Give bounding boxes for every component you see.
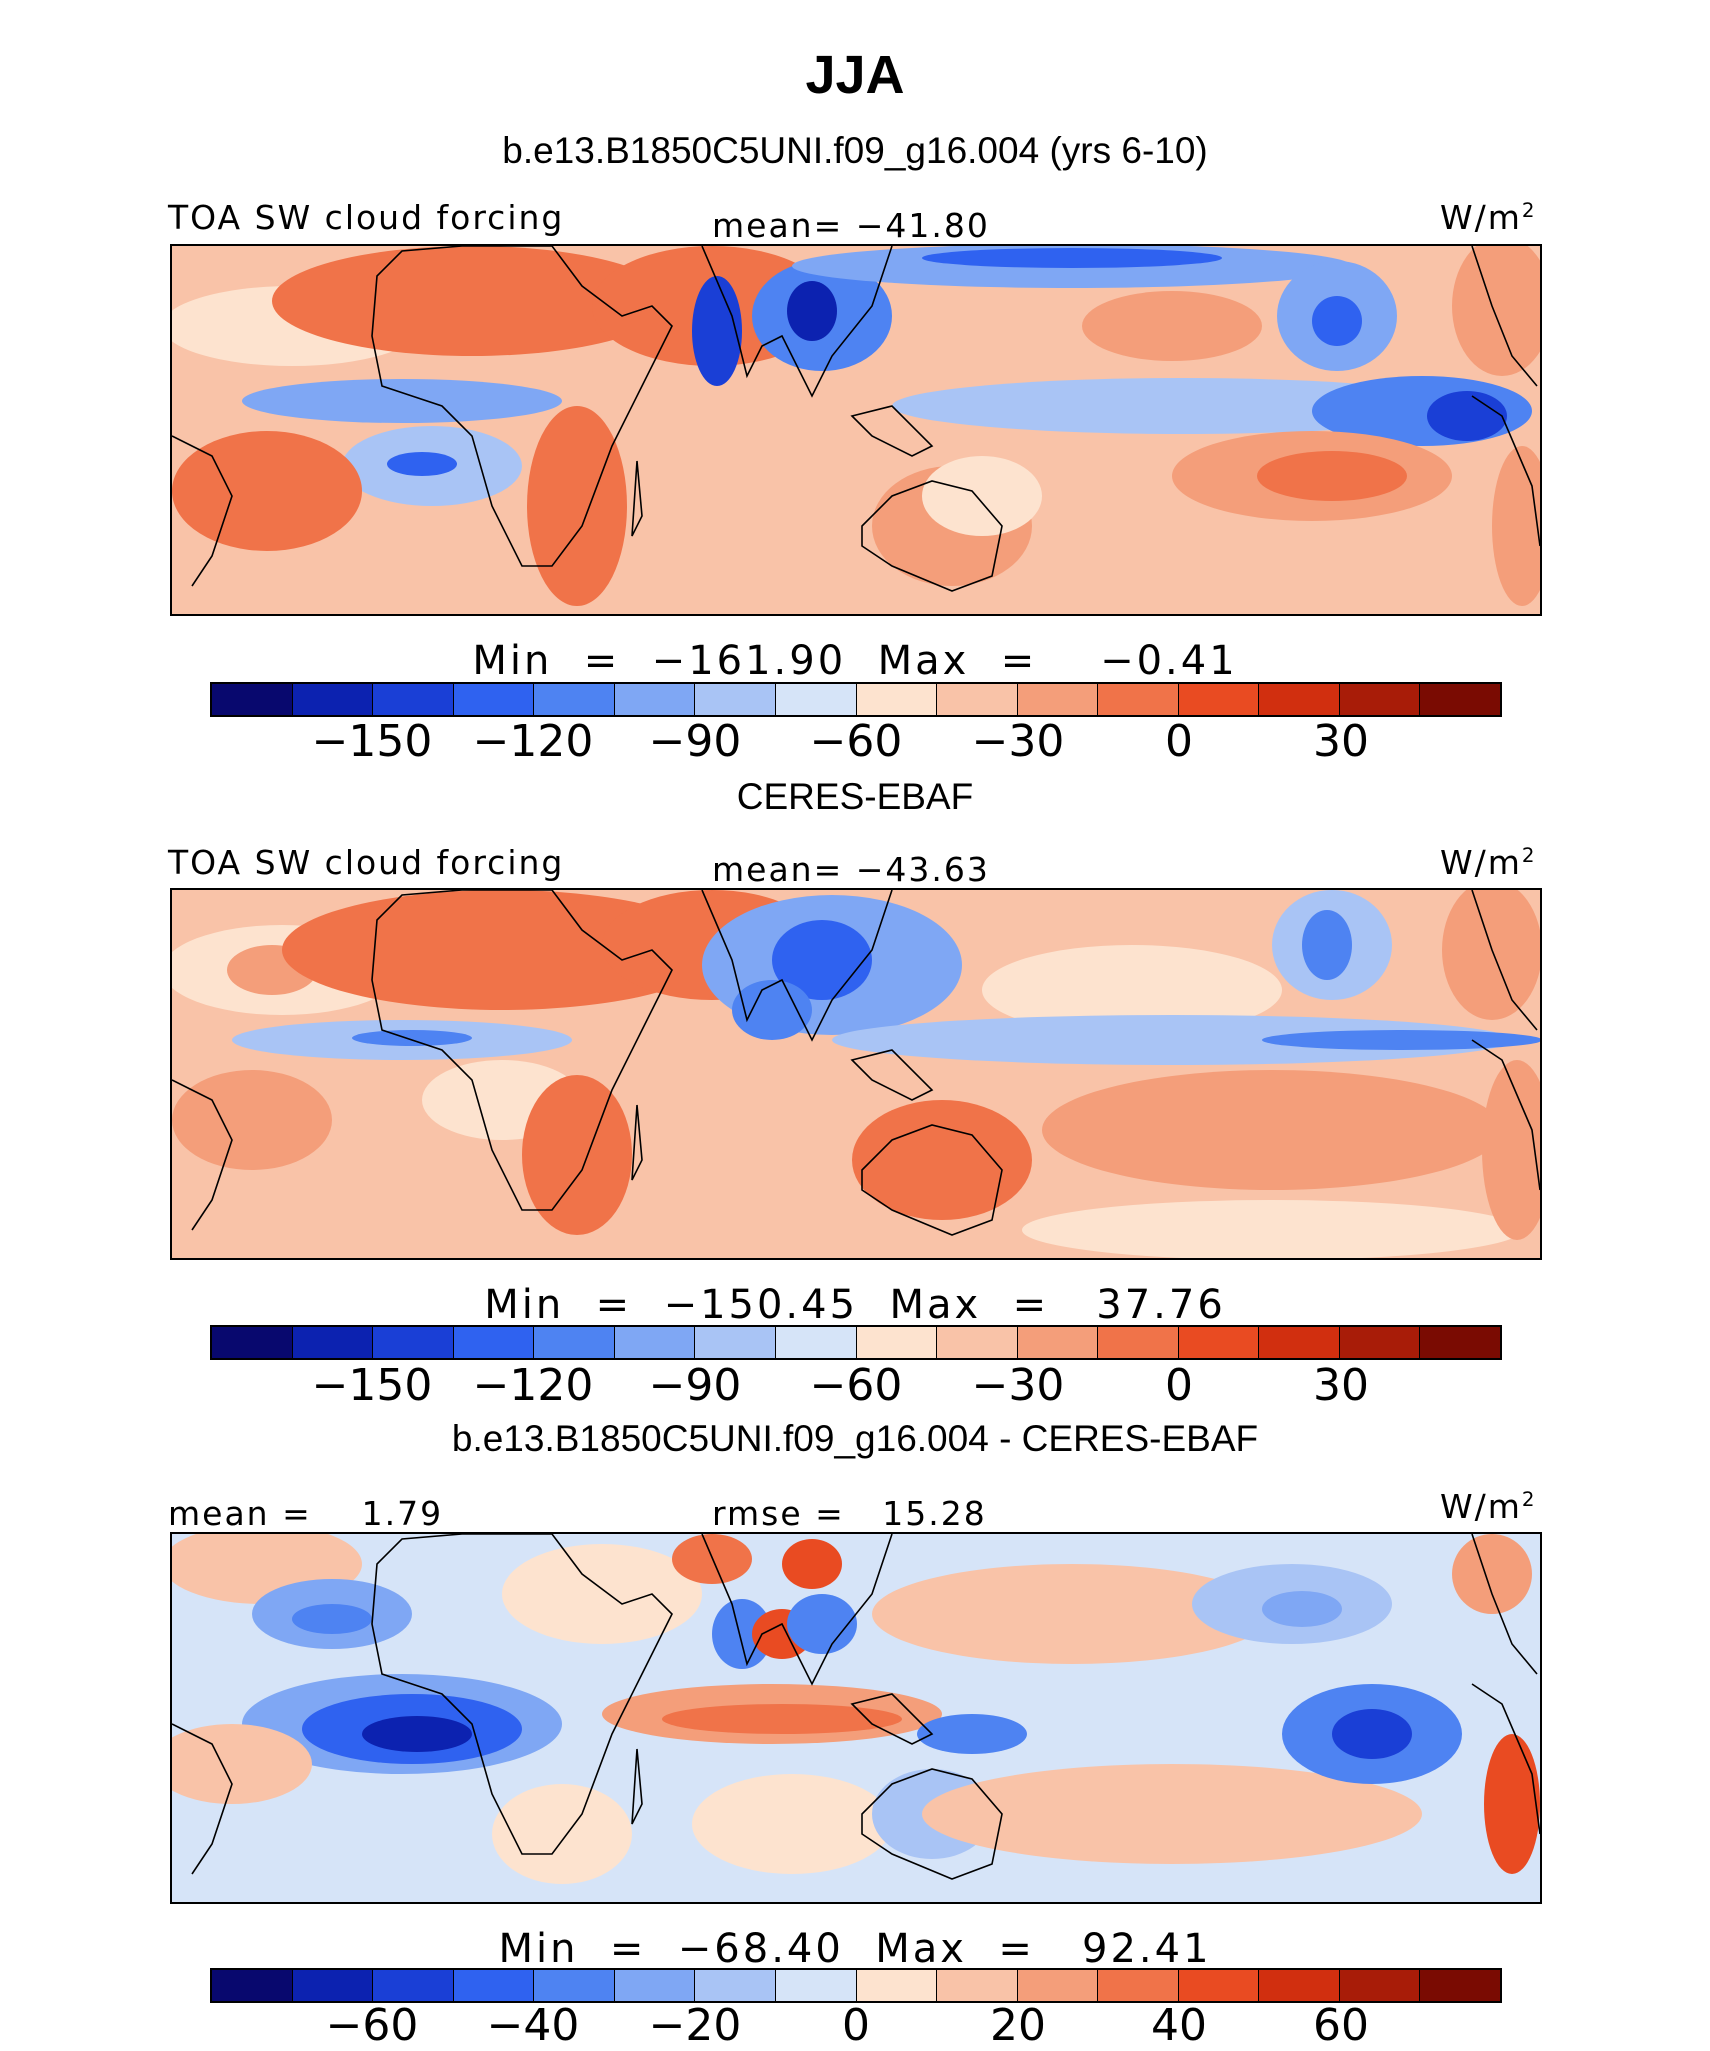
panel1-tick-label: −60 bbox=[809, 716, 903, 767]
colorbar-box bbox=[614, 684, 696, 715]
colorbar-box bbox=[292, 684, 374, 715]
panel1-colorbar bbox=[210, 682, 1502, 717]
panel3-rmse-label: rmse = 15.28 bbox=[712, 1494, 987, 1533]
panel2-colorbar bbox=[210, 1325, 1502, 1360]
colorbar-box bbox=[534, 1970, 615, 2001]
colorbar-box bbox=[212, 1970, 293, 2001]
panel3-map bbox=[170, 1532, 1542, 1904]
panel1-map bbox=[170, 244, 1542, 616]
colorbar-box bbox=[453, 1327, 535, 1358]
panel3-mean-label: mean = 1.79 bbox=[168, 1494, 444, 1533]
panel2-tick-label: 30 bbox=[1313, 1360, 1369, 1411]
colorbar-box bbox=[1339, 684, 1421, 715]
colorbar-box bbox=[1098, 684, 1179, 715]
colorbar-box bbox=[453, 1970, 535, 2001]
colorbar-box bbox=[212, 1327, 293, 1358]
panel2-tick-label: −150 bbox=[311, 1360, 433, 1411]
panel3-tick-label: −20 bbox=[648, 2000, 742, 2051]
panel2-subtitle: CERES-EBAF bbox=[736, 776, 974, 817]
panel2-min-max: Min = −150.45 Max = 37.76 bbox=[484, 1282, 1226, 1328]
colorbar-box bbox=[453, 684, 535, 715]
colorbar-box bbox=[614, 1327, 696, 1358]
panel2-tick-label: −90 bbox=[648, 1360, 742, 1411]
colorbar-box bbox=[1339, 1970, 1421, 2001]
colorbar-box bbox=[373, 1970, 454, 2001]
panel1-units: W/m2 bbox=[1440, 198, 1537, 237]
panel3-tick-label: −40 bbox=[486, 2000, 580, 2051]
colorbar-box bbox=[1017, 1327, 1099, 1358]
panel2-mean-label: mean= −43.63 bbox=[712, 850, 990, 889]
panel3-colorbar bbox=[210, 1968, 1502, 2003]
panel1-mean-label: mean= −41.80 bbox=[712, 206, 990, 245]
colorbar-box bbox=[937, 684, 1018, 715]
colorbar-box bbox=[1098, 1327, 1179, 1358]
panel2-tick-label: 0 bbox=[1165, 1360, 1193, 1411]
panel2-left-label: TOA SW cloud forcing bbox=[168, 843, 565, 882]
colorbar-box bbox=[695, 1327, 776, 1358]
panel1-tick-label: −30 bbox=[971, 716, 1065, 767]
colorbar-box bbox=[937, 1327, 1018, 1358]
panel1-subtitle: b.e13.B1850C5UNI.f09_g16.004 (yrs 6-10) bbox=[502, 130, 1208, 171]
panel1-min-max: Min = −161.90 Max = −0.41 bbox=[472, 638, 1238, 684]
colorbar-box bbox=[1259, 1970, 1340, 2001]
colorbar-box bbox=[856, 1327, 938, 1358]
colorbar-box bbox=[1420, 684, 1500, 715]
colorbar-box bbox=[1420, 1327, 1500, 1358]
colorbar-box bbox=[775, 684, 857, 715]
panel3-tick-label: 0 bbox=[842, 2000, 870, 2051]
colorbar-box bbox=[534, 684, 615, 715]
colorbar-box bbox=[212, 684, 293, 715]
panel3-tick-label: 40 bbox=[1151, 2000, 1207, 2051]
panel1-left-label: TOA SW cloud forcing bbox=[168, 198, 565, 237]
colorbar-box bbox=[695, 1970, 776, 2001]
colorbar-box bbox=[373, 684, 454, 715]
colorbar-box bbox=[1178, 1970, 1260, 2001]
colorbar-box bbox=[1017, 1970, 1099, 2001]
colorbar-box bbox=[856, 1970, 938, 2001]
colorbar-box bbox=[1178, 1327, 1260, 1358]
panel3-subtitle: b.e13.B1850C5UNI.f09_g16.004 - CERES-EBA… bbox=[451, 1418, 1259, 1459]
panel1-tick-label: −120 bbox=[472, 716, 594, 767]
colorbar-box bbox=[937, 1970, 1018, 2001]
colorbar-box bbox=[1017, 684, 1099, 715]
panel1-tick-label: −150 bbox=[311, 716, 433, 767]
panel3-units: W/m2 bbox=[1440, 1487, 1537, 1526]
panel3-tick-label: −60 bbox=[325, 2000, 419, 2051]
panel2-units: W/m2 bbox=[1440, 843, 1537, 882]
panel2-tick-label: −120 bbox=[472, 1360, 594, 1411]
panel3-tick-label: 60 bbox=[1313, 2000, 1369, 2051]
figure-title: JJA bbox=[805, 45, 905, 105]
colorbar-box bbox=[1339, 1327, 1421, 1358]
colorbar-box bbox=[292, 1327, 374, 1358]
colorbar-box bbox=[1259, 1327, 1340, 1358]
colorbar-box bbox=[292, 1970, 374, 2001]
panel2-tick-label: −30 bbox=[971, 1360, 1065, 1411]
colorbar-box bbox=[1259, 684, 1340, 715]
colorbar-box bbox=[534, 1327, 615, 1358]
colorbar-box bbox=[1420, 1970, 1500, 2001]
panel1-tick-label: 30 bbox=[1313, 716, 1369, 767]
colorbar-box bbox=[775, 1970, 857, 2001]
panel2-tick-label: −60 bbox=[809, 1360, 903, 1411]
colorbar-box bbox=[695, 684, 776, 715]
colorbar-box bbox=[1178, 684, 1260, 715]
colorbar-box bbox=[614, 1970, 696, 2001]
colorbar-box bbox=[373, 1327, 454, 1358]
colorbar-box bbox=[856, 684, 938, 715]
panel1-tick-label: −90 bbox=[648, 716, 742, 767]
panel3-min-max: Min = −68.40 Max = 92.41 bbox=[498, 1926, 1212, 1972]
panel2-map bbox=[170, 888, 1542, 1260]
panel1-tick-label: 0 bbox=[1165, 716, 1193, 767]
colorbar-box bbox=[775, 1327, 857, 1358]
colorbar-box bbox=[1098, 1970, 1179, 2001]
panel3-tick-label: 20 bbox=[990, 2000, 1046, 2051]
